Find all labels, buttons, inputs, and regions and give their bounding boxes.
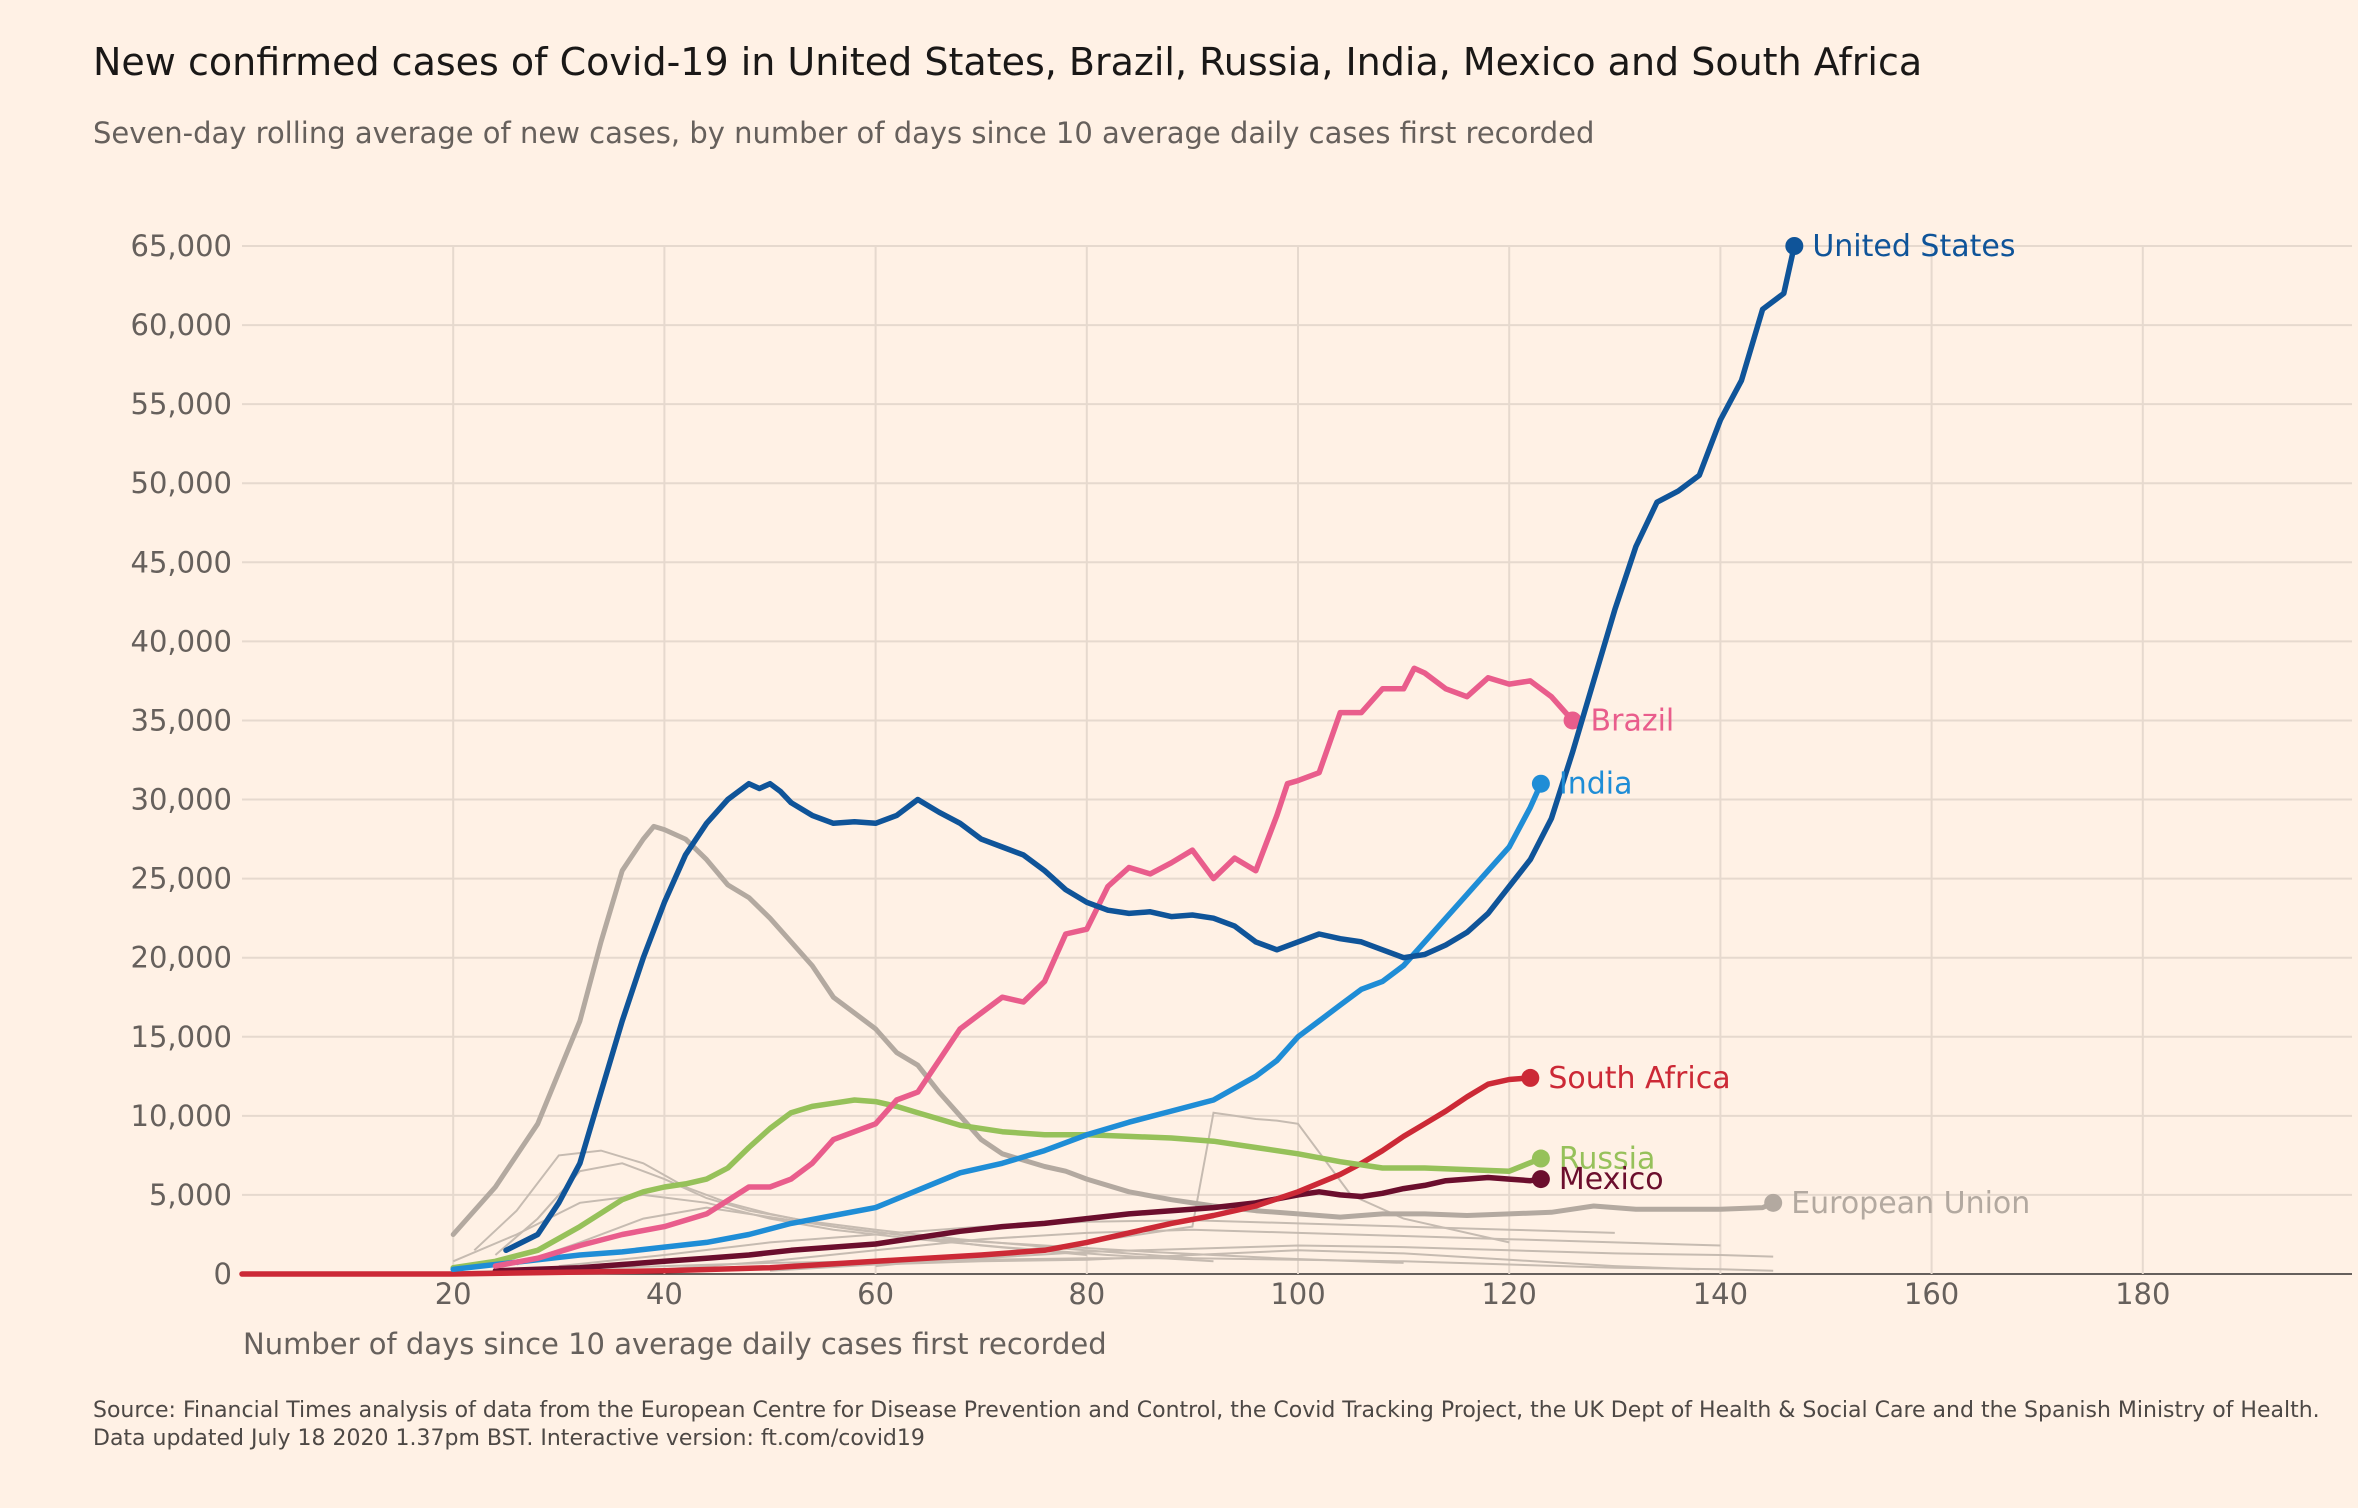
russia-end-marker (1531, 1149, 1550, 1168)
brazil-label: Brazil (1591, 703, 1675, 738)
south-africa-line (239, 1075, 1534, 1277)
mexico-line (492, 1174, 1544, 1274)
y-tick-label: 45,000 (131, 545, 232, 579)
india-label: India (1559, 767, 1633, 802)
x-tick-label: 140 (1693, 1277, 1748, 1311)
x-tick-label: 40 (646, 1277, 683, 1311)
y-tick-label: 25,000 (131, 862, 232, 896)
russia-line (450, 1097, 1544, 1271)
y-tick-label: 30,000 (131, 783, 232, 817)
source-note: Source: Financial Times analysis of data… (93, 1398, 2320, 1423)
brazil-end-marker (1563, 711, 1582, 730)
background-country-line (558, 1219, 1615, 1268)
y-tick-label: 50,000 (131, 466, 232, 500)
axes: 0 5,000 10,000 15,000 20,000 25,000 30,000 35,0… (131, 229, 2171, 1361)
united-states-end-marker (1785, 237, 1804, 255)
x-tick-label: 20 (435, 1277, 472, 1311)
european-union-label: European Union (1791, 1186, 2030, 1221)
y-tick-label: 20,000 (131, 941, 232, 975)
x-tick-label: 180 (2115, 1277, 2170, 1311)
south-africa-label: South Africa (1548, 1061, 1730, 1096)
x-axis-label: Number of days since 10 average daily ca… (243, 1327, 1107, 1361)
y-tick-label: 55,000 (131, 387, 232, 421)
india-end-marker (1531, 774, 1550, 793)
mexico-label: Mexico (1559, 1162, 1664, 1197)
x-tick-label: 60 (857, 1277, 894, 1311)
y-tick-label: 5,000 (149, 1178, 232, 1212)
update-note: Data updated July 18 2020 1.37pm BST. In… (93, 1426, 925, 1451)
chart-title: New confirmed cases of Covid-19 in Unite… (93, 40, 1923, 84)
grid-lines (242, 245, 2352, 1275)
end-labels: United States Brazil India South Africa Russ… (1548, 229, 2030, 1221)
y-tick-label: 0 (214, 1257, 232, 1291)
y-tick-label: 65,000 (131, 229, 232, 263)
y-tick-label: 10,000 (131, 1099, 232, 1133)
brazil-line (492, 665, 1576, 1269)
russia-label: Russia (1559, 1142, 1656, 1177)
european-union-end-marker (1764, 1193, 1783, 1212)
x-tick-label: 120 (1482, 1277, 1537, 1311)
x-tick-label: 80 (1068, 1277, 1105, 1311)
united-states-line (503, 243, 1798, 1254)
x-tick-label: 160 (1904, 1277, 1959, 1311)
chart-subtitle: Seven-day rolling average of new cases, … (93, 116, 1595, 150)
y-tick-label: 35,000 (131, 703, 232, 737)
south-africa-end-marker (1521, 1068, 1540, 1087)
y-tick-label: 15,000 (131, 1020, 232, 1054)
united-states-label: United States (1812, 229, 2015, 264)
background-country-line (664, 1228, 1721, 1271)
x-tick-label: 100 (1270, 1277, 1325, 1311)
y-tick-label: 60,000 (131, 308, 232, 342)
mexico-end-marker (1531, 1170, 1550, 1189)
india-line (450, 780, 1544, 1273)
series-lines (239, 237, 1804, 1277)
y-tick-label: 40,000 (131, 624, 232, 658)
chart-footer: Source: Financial Times analysis of data… (93, 1397, 2320, 1453)
